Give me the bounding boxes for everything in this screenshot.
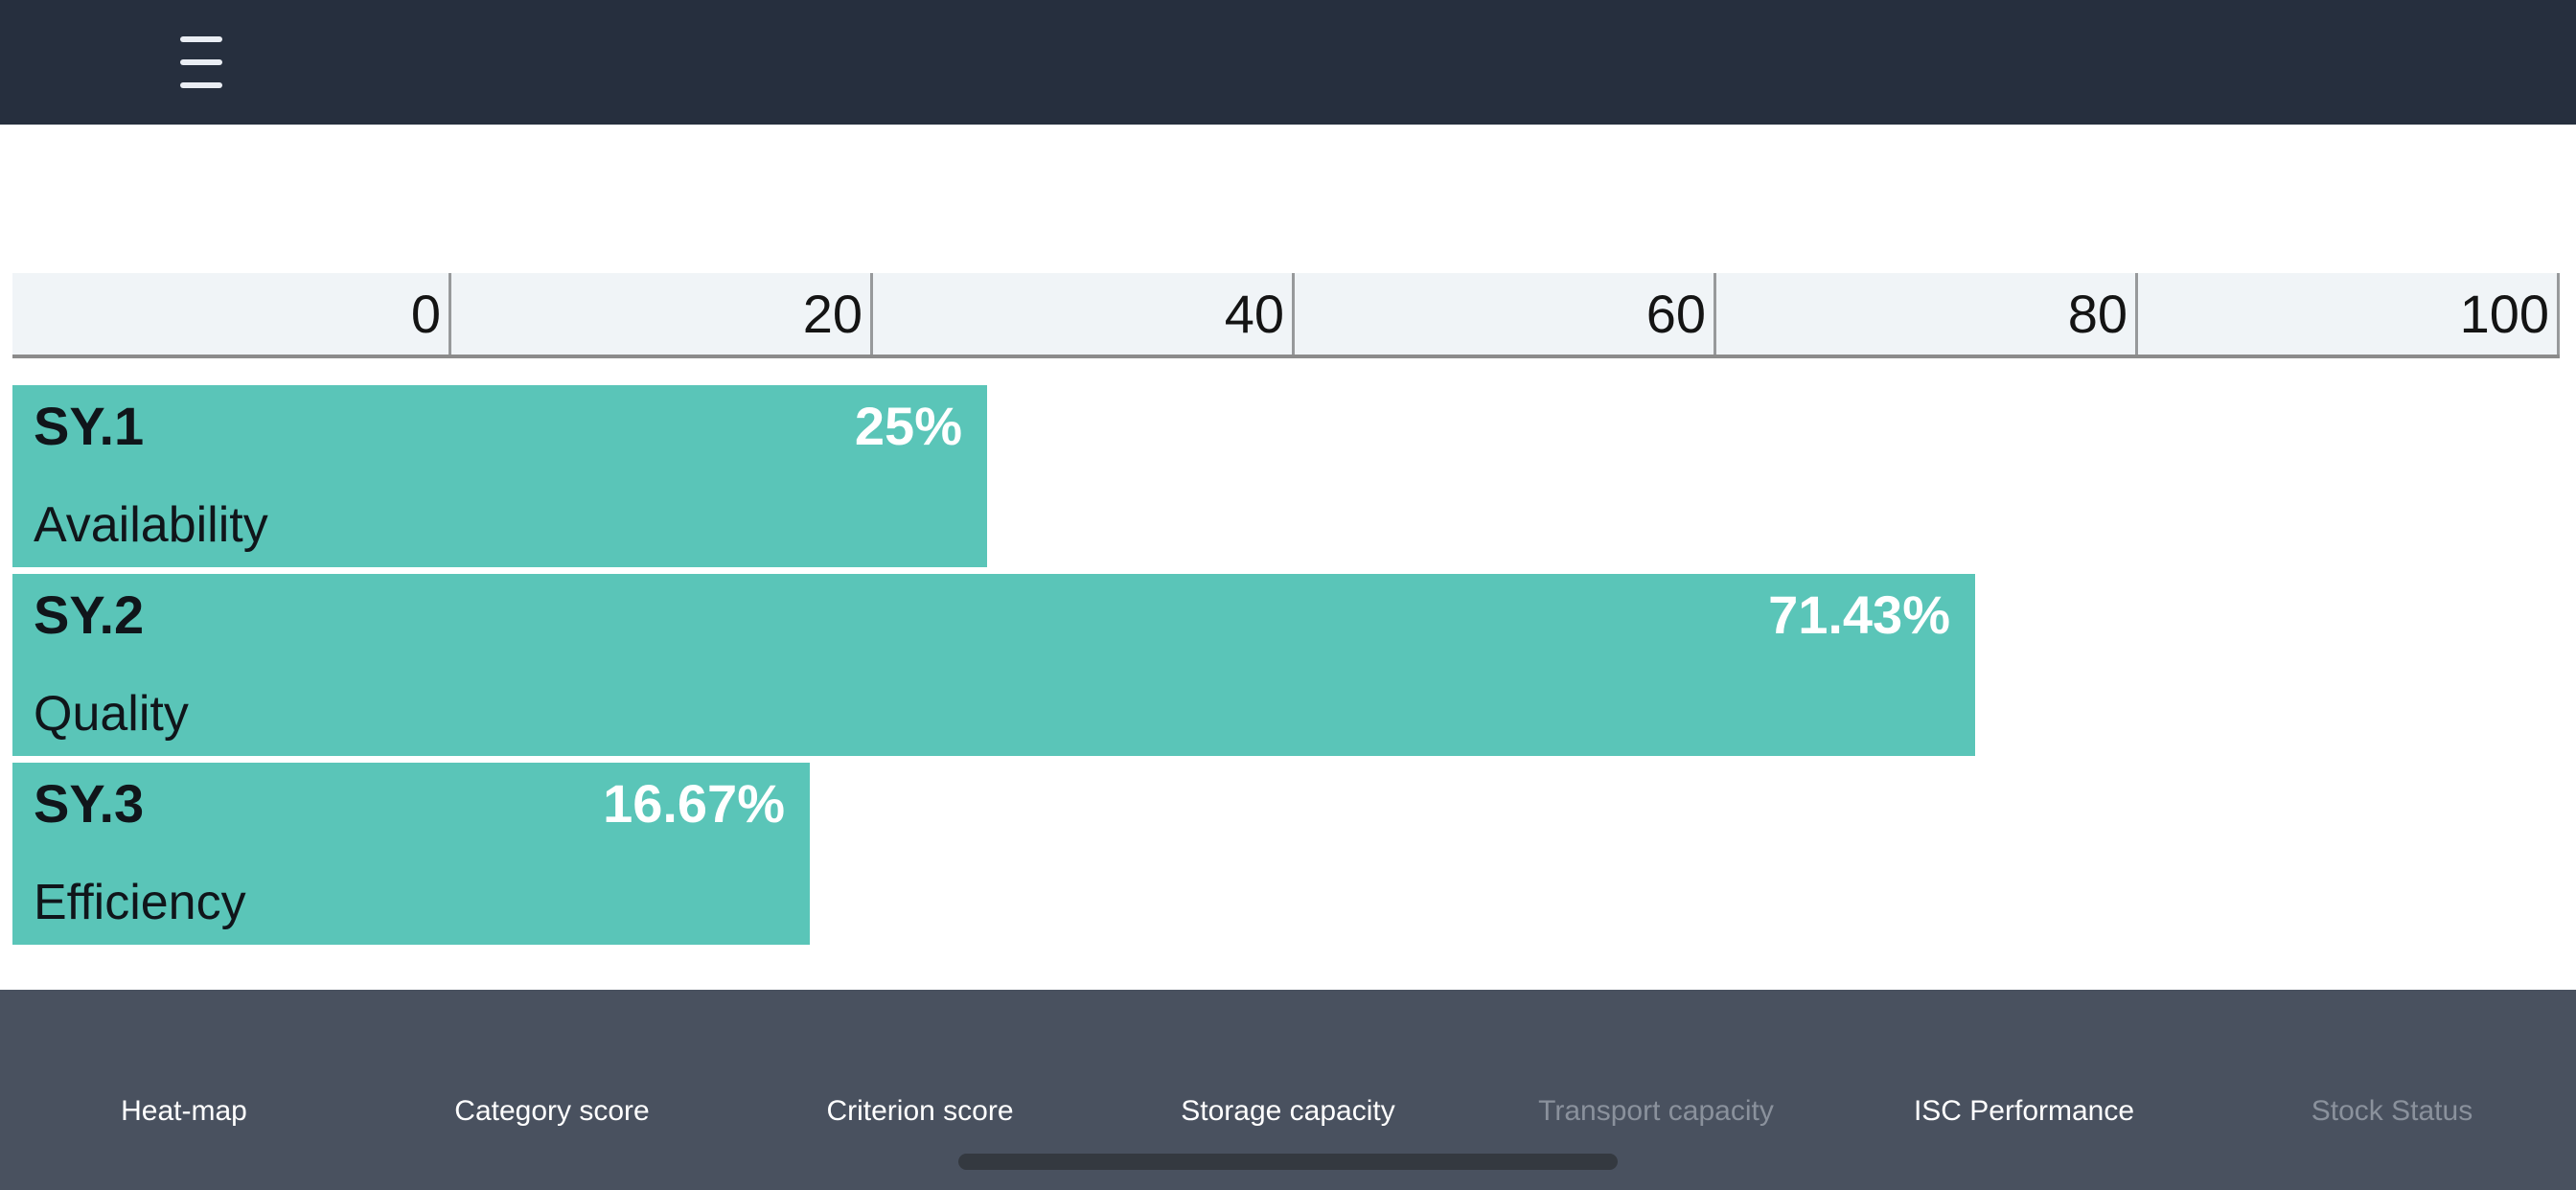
- axis-tick-cell: 0: [12, 273, 451, 355]
- axis-tick-label: 40: [1224, 283, 1284, 344]
- chart-x-axis: 0 20 40 60 80 100: [12, 273, 2560, 358]
- bar-row[interactable]: SY.3 16.67% Efficiency: [12, 763, 810, 945]
- app-header: [0, 0, 2576, 125]
- bar-category-name: Quality: [34, 686, 189, 743]
- tab-item-storage-capacity[interactable]: Storage capacity: [1104, 1081, 1472, 1142]
- chart-bars: SY.1 25% Availability SY.2 71.43% Qualit…: [12, 385, 2560, 945]
- horizontal-bar-chart: 0 20 40 60 80 100 SY.1 25% Availability …: [12, 273, 2560, 945]
- axis-tick-cell: 100: [2138, 273, 2560, 355]
- hamburger-line: [180, 59, 222, 65]
- tab-item-criterion-score[interactable]: Criterion score: [736, 1081, 1104, 1142]
- bar-row[interactable]: SY.2 71.43% Quality: [12, 574, 1975, 756]
- bar-category-code: SY.1: [34, 396, 145, 456]
- bar-value-label: 25%: [854, 396, 962, 456]
- home-indicator[interactable]: [958, 1154, 1618, 1170]
- bar-top-line: SY.3 16.67%: [34, 773, 785, 834]
- hamburger-line: [180, 36, 222, 42]
- axis-tick-label: 0: [410, 283, 441, 344]
- hamburger-menu-icon[interactable]: [180, 36, 224, 88]
- bottom-tab-bar: Heat-map Category score Criterion score …: [0, 990, 2576, 1190]
- axis-tick-label: 80: [2067, 283, 2128, 344]
- tab-item-heat-map[interactable]: Heat-map: [0, 1081, 368, 1142]
- axis-tick-label: 20: [802, 283, 862, 344]
- bar-row[interactable]: SY.1 25% Availability: [12, 385, 987, 567]
- axis-tick-cell: 80: [1716, 273, 2138, 355]
- axis-tick-label: 60: [1645, 283, 1706, 344]
- bar-top-line: SY.1 25%: [34, 396, 962, 456]
- hamburger-line: [180, 82, 222, 88]
- bar-value-label: 16.67%: [603, 773, 785, 834]
- axis-tick-cell: 40: [873, 273, 1295, 355]
- bar-category-code: SY.2: [34, 584, 145, 645]
- axis-tick-cell: 60: [1295, 273, 1716, 355]
- tab-item-isc-performance[interactable]: ISC Performance: [1840, 1081, 2208, 1142]
- bar-category-name: Availability: [34, 497, 268, 554]
- bar-top-line: SY.2 71.43%: [34, 584, 1950, 645]
- tab-list: Heat-map Category score Criterion score …: [0, 1081, 2576, 1142]
- axis-tick-label: 100: [2459, 283, 2549, 344]
- bar-value-label: 71.43%: [1768, 584, 1950, 645]
- tab-item-category-score[interactable]: Category score: [368, 1081, 736, 1142]
- bar-category-name: Efficiency: [34, 875, 246, 931]
- bar-category-code: SY.3: [34, 773, 145, 834]
- axis-tick-cell: 20: [451, 273, 873, 355]
- tab-item-transport-capacity[interactable]: Transport capacity: [1472, 1081, 1840, 1142]
- tab-item-stock-status[interactable]: Stock Status: [2208, 1081, 2576, 1142]
